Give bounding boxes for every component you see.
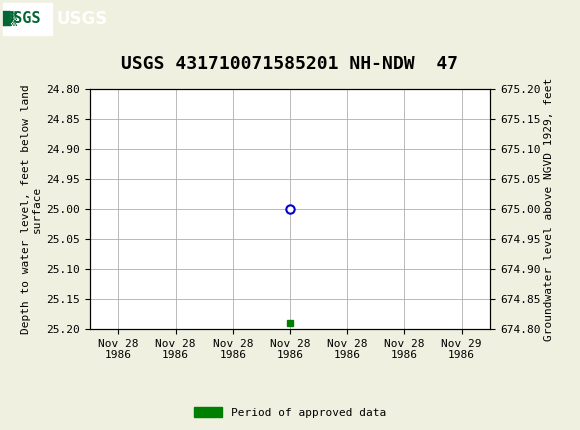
Y-axis label: Groundwater level above NGVD 1929, feet: Groundwater level above NGVD 1929, feet (545, 77, 554, 341)
Text: █▒: █▒ (2, 10, 17, 26)
Text: USGS: USGS (4, 12, 41, 26)
FancyBboxPatch shape (3, 3, 52, 35)
Text: USGS 431710071585201 NH-NDW  47: USGS 431710071585201 NH-NDW 47 (121, 55, 459, 73)
Text: USGS: USGS (57, 10, 108, 28)
Legend: Period of approved data: Period of approved data (190, 403, 390, 422)
Y-axis label: Depth to water level, feet below land
surface: Depth to water level, feet below land su… (21, 84, 42, 334)
